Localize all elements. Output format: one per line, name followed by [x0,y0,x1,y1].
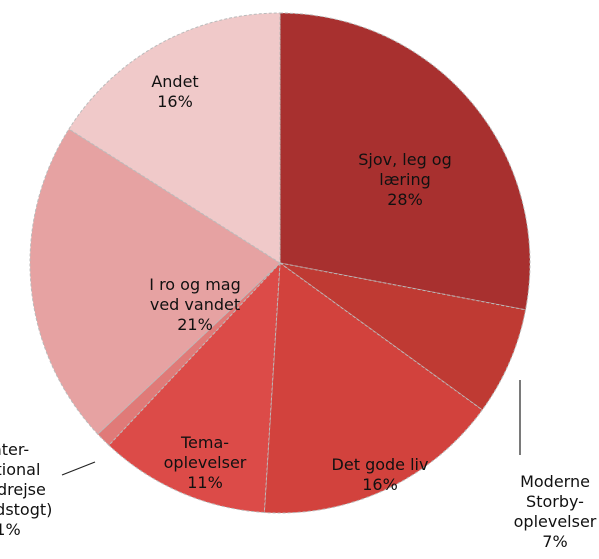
value-label: 11% [187,473,223,492]
slice-label: Andet 16% [151,72,198,112]
category-label: Sjov, leg og læring [358,150,452,189]
category-label: Andet [151,72,199,91]
value-label: 1% [0,520,21,539]
pie-slice [29,128,281,435]
leader-line [61,461,96,476]
slice-label: Det gode liv 16% [332,455,429,495]
pie-slice [279,262,527,411]
category-label: Det gode liv [331,455,429,474]
category-label: Inter- national rundrejse (krydstogt) [0,440,53,519]
value-label: 28% [387,190,423,209]
slice-label: Moderne Storby- oplevelser 7% [514,472,597,552]
pie-slice [97,262,281,446]
category-label: Moderne Storby- oplevelser [513,472,597,531]
slice-label: I ro og mag ved vandet 21% [149,275,240,335]
pie-slice [263,262,483,514]
slice-label: Inter- national rundrejse (krydstogt)1% [0,440,52,540]
pie-slice [68,12,281,264]
category-label: Tema- oplevelser [163,433,247,472]
slice-label: Tema- oplevelser 11% [164,433,247,493]
pie-slice [108,261,281,514]
value-label: 16% [157,92,193,111]
category-label: I ro og mag ved vandet [149,275,241,314]
pie-slice [279,12,531,311]
value-label: 7% [542,532,568,551]
value-label: 16% [362,475,398,494]
value-label: 21% [177,315,213,334]
slice-label: Sjov, leg og læring 28% [358,150,452,210]
